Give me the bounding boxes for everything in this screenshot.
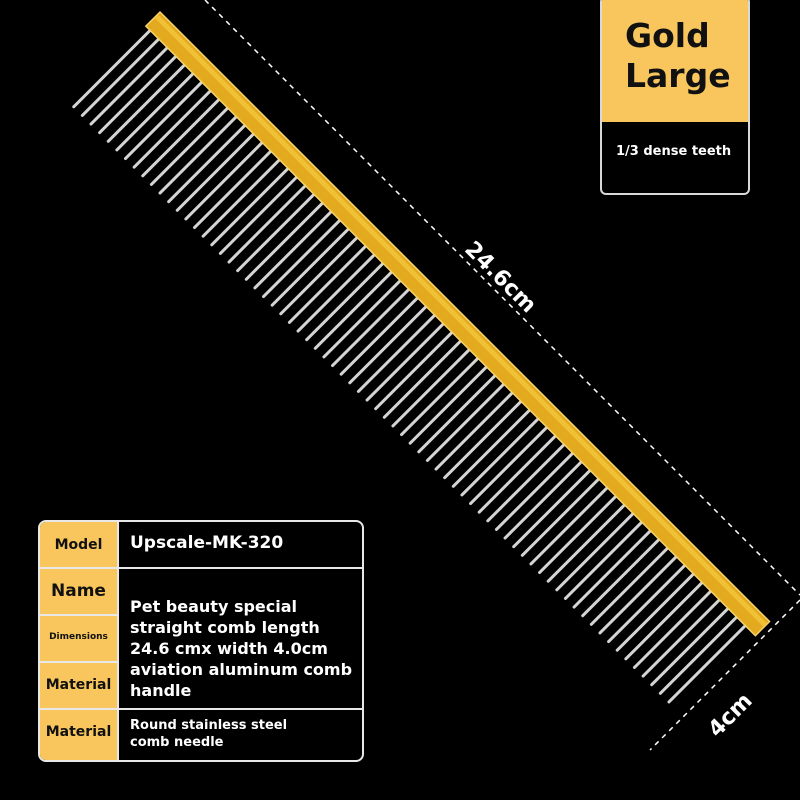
comb-tooth [98,53,179,135]
comb-tooth [572,527,654,609]
comb-tooth [193,148,274,230]
comb-tooth [589,545,671,626]
comb-tooth [486,441,568,523]
comb-tooth [520,476,602,557]
comb-tooth [158,113,240,195]
comb-tooth [529,484,611,566]
comb-tooth [305,260,386,342]
comb-tooth [477,432,559,514]
label-model: Model [54,537,103,553]
label-dimensions: Dimensions [49,632,108,642]
comb-tooth [546,501,628,583]
comb-tooth [391,346,473,428]
comb-tooth [425,381,507,462]
comb-tooth [296,251,378,333]
comb-tooth [434,389,516,471]
label-name: Name [51,581,106,601]
comb-tooth [210,165,292,247]
comb-tooth [227,182,309,264]
comb-tooth [313,269,395,350]
comb-tooth [218,174,300,255]
badge-subtitle: 1/3 dense teeth [616,144,732,159]
comb-tooth [400,355,481,437]
comb-tooth [503,458,585,540]
label-material: Material [45,677,112,693]
comb-tooth [615,570,697,652]
comb-tooth [348,303,430,385]
comb-tooth [443,398,524,480]
length-dimension-line [204,0,800,596]
comb-tooth [279,234,361,316]
comb-tooth [167,122,248,204]
comb-tooth [236,191,317,273]
comb-tooth [365,320,447,402]
comb-tooth [650,605,732,687]
comb [72,10,771,704]
value-needle-material: Round stainless steel comb needle [130,718,288,750]
comb-tooth [89,44,171,126]
comb-tooth [175,130,257,212]
comb-tooth [184,139,266,221]
comb-tooth [469,424,550,506]
value-model: Upscale-MK-320 [130,533,284,553]
comb-tooth [72,27,154,109]
value-name-dimensions-material: Pet beauty special straight comb length … [130,597,353,700]
comb-tooth [253,208,335,290]
comb-tooth [331,286,412,368]
comb-tooth [408,363,490,445]
comb-tooth [624,579,706,661]
comb-tooth [244,200,326,281]
comb-tooth [632,588,714,669]
comb-tooth [658,614,740,695]
comb-tooth [538,493,619,575]
badge-size: Large [625,56,731,95]
comb-tooth [270,225,352,307]
comb-tooth [641,596,723,678]
comb-tooth [581,536,662,618]
comb-tooth [141,96,223,178]
comb-tooth [287,243,369,324]
comb-tooth [106,61,188,143]
comb-tooth [123,79,205,161]
comb-handle [144,10,771,637]
comb-tooth [667,622,749,704]
badge-color: Gold [625,16,710,55]
comb-tooth [149,105,231,186]
comb-tooth [322,277,404,359]
spec-table: Model Name Dimensions Material Material … [38,520,364,762]
variant-badge: Gold Large 1/3 dense teeth [600,0,750,195]
comb-tooth [356,312,438,393]
comb-tooth [262,217,343,299]
comb-tooth [201,156,283,238]
comb-tooth [382,338,464,419]
comb-tooth [563,519,645,600]
comb-tooth [115,70,197,152]
comb-teeth [72,27,749,704]
comb-tooth [494,450,576,531]
comb-tooth [607,562,688,644]
comb-tooth [417,372,499,454]
comb-tooth [451,407,533,488]
comb-tooth [555,510,637,592]
label-material-2: Material [45,724,112,740]
comb-tooth [512,467,593,549]
comb-tooth [598,553,680,635]
comb-tooth [460,415,542,497]
comb-tooth [80,36,162,117]
comb-tooth [374,329,455,411]
comb-tooth [339,294,421,376]
comb-tooth [132,87,214,169]
